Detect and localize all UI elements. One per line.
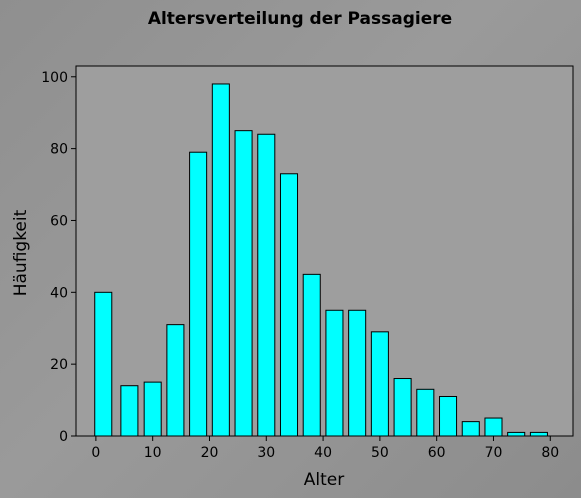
- histogram-bar: [529, 431, 548, 437]
- histogram-bar: [348, 309, 367, 437]
- y-tick-label: 60: [50, 213, 68, 229]
- histogram-bar: [211, 83, 230, 437]
- histogram-bar: [325, 309, 344, 437]
- histogram-bar: [461, 421, 480, 437]
- plot-area: [76, 66, 573, 436]
- x-axis-ticks: 0 10 20 30 40 50 60 70 80: [91, 436, 559, 461]
- histogram-bar: [416, 388, 435, 437]
- histogram-bar: [370, 331, 389, 437]
- x-tick-label: 20: [201, 445, 219, 461]
- histogram-bar: [302, 273, 321, 437]
- histogram-bar: [234, 130, 253, 437]
- histogram-bar: [94, 291, 113, 437]
- bars-group: [94, 83, 548, 437]
- chart-title: Altersverteilung der Passagiere: [148, 9, 452, 29]
- histogram-bar: [393, 378, 412, 437]
- x-tick-label: 10: [144, 445, 162, 461]
- y-axis-label: Häufigkeit: [11, 209, 31, 296]
- x-tick-label: 40: [314, 445, 332, 461]
- histogram-bar: [439, 395, 458, 437]
- x-tick-label: 50: [371, 445, 389, 461]
- histogram-bar: [279, 173, 299, 437]
- x-axis-label: Alter: [304, 470, 344, 490]
- y-tick-label: 40: [50, 285, 68, 301]
- histogram-bar: [507, 431, 526, 437]
- y-tick-label: 20: [50, 357, 68, 373]
- y-tick-label: 80: [50, 142, 68, 158]
- histogram-bar: [166, 324, 185, 437]
- histogram-bar: [257, 133, 276, 437]
- y-tick-label: 0: [59, 429, 68, 445]
- histogram-bar: [189, 151, 208, 437]
- x-tick-label: 80: [541, 445, 559, 461]
- x-tick-label: 70: [485, 445, 503, 461]
- y-tick-label: 100: [41, 70, 68, 86]
- x-tick-label: 0: [91, 445, 100, 461]
- histogram-bar: [120, 385, 139, 437]
- plot-frame: [75, 65, 574, 437]
- histogram-bar: [143, 381, 162, 437]
- x-tick-label: 30: [257, 445, 275, 461]
- y-axis-ticks: 0 20 40 60 80 100: [41, 70, 76, 445]
- histogram-bar: [484, 417, 503, 437]
- x-tick-label: 60: [428, 445, 446, 461]
